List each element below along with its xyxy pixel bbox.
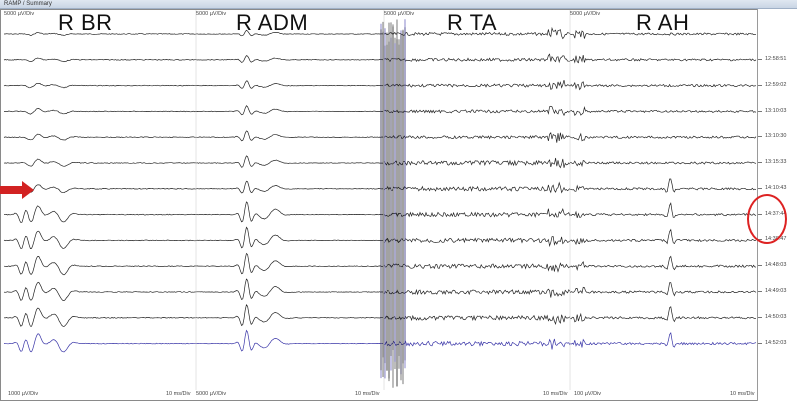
trace-line bbox=[195, 329, 384, 352]
right-arrow-icon bbox=[0, 181, 34, 199]
trace-line bbox=[195, 155, 384, 168]
trace-line bbox=[195, 29, 384, 37]
channel-label-br: R BR bbox=[58, 10, 113, 35]
timestamp: 14:48:03 bbox=[757, 262, 787, 268]
trace-line bbox=[3, 133, 197, 141]
footer-right-sweep-b: 10 ms/Div bbox=[730, 391, 755, 397]
trace-line bbox=[3, 256, 197, 276]
trace-line bbox=[383, 314, 571, 325]
trace-line bbox=[569, 132, 757, 142]
channel-label-adm: R ADM bbox=[236, 10, 309, 35]
trace-line bbox=[569, 81, 757, 91]
trace-line bbox=[569, 178, 757, 193]
footer-right-sweep-a: 10 ms/Div bbox=[543, 391, 568, 397]
timestamp: 12:59:02 bbox=[757, 82, 787, 88]
window-title: RAMP / Summary bbox=[0, 0, 797, 9]
timestamp: 13:10:30 bbox=[757, 133, 787, 139]
footer-left-sweep: 10 ms/Div bbox=[166, 391, 191, 397]
trace-line bbox=[3, 333, 197, 353]
trace-line bbox=[383, 105, 571, 117]
trace-line bbox=[195, 304, 384, 327]
trace-line bbox=[383, 53, 571, 64]
trace-line bbox=[569, 228, 757, 246]
trace-line bbox=[195, 130, 384, 142]
trace-line bbox=[383, 288, 571, 298]
trace-line bbox=[383, 181, 571, 194]
trace-line bbox=[569, 255, 757, 272]
timestamp: 12:58:51 bbox=[757, 56, 787, 62]
trace-line bbox=[569, 106, 757, 116]
trace-line bbox=[3, 158, 196, 167]
trace-line bbox=[383, 80, 571, 90]
timestamp: 13:15:33 bbox=[757, 159, 787, 165]
trace-line bbox=[383, 157, 571, 169]
trace-line bbox=[195, 180, 384, 194]
trace-line bbox=[3, 281, 197, 301]
trace-line bbox=[569, 202, 757, 218]
channel-gain-br: 5000 µV/Div bbox=[4, 11, 35, 17]
timestamp: 14:49:03 bbox=[757, 288, 787, 294]
trace-line bbox=[569, 282, 757, 297]
trace-line bbox=[383, 262, 571, 273]
trace-line bbox=[383, 132, 571, 143]
timestamp: 14:52:03 bbox=[757, 340, 787, 346]
timestamp: 13:10:03 bbox=[757, 108, 787, 114]
trace-line bbox=[570, 160, 757, 168]
trace-line bbox=[383, 236, 571, 248]
trace-area bbox=[3, 10, 757, 390]
channel-label-ta: R TA bbox=[447, 10, 498, 35]
footer-left-gain: 1000 µV/Div bbox=[8, 391, 39, 397]
trace-line bbox=[195, 252, 384, 275]
trace-line bbox=[569, 55, 757, 64]
trace-line bbox=[195, 55, 384, 63]
footer-mid-gain: 5000 µV/Div bbox=[196, 391, 227, 397]
trace-line bbox=[4, 108, 197, 115]
channel-gain-ta: 5000 µV/Div bbox=[384, 11, 415, 17]
trace-line bbox=[569, 332, 757, 348]
trace-line bbox=[3, 57, 197, 63]
trace-line bbox=[383, 207, 571, 218]
channel-gain-adm: 5000 µV/Div bbox=[196, 11, 227, 17]
timestamp: 14:10:43 bbox=[757, 185, 787, 191]
channel-gain-ah: 5000 µV/Div bbox=[570, 11, 601, 17]
trace-line bbox=[383, 26, 571, 40]
highlight-circle bbox=[747, 194, 787, 244]
trace-line bbox=[195, 226, 384, 249]
trace-line bbox=[195, 105, 384, 116]
trace-line bbox=[569, 29, 757, 39]
trace-line bbox=[195, 201, 384, 223]
trace-line bbox=[3, 184, 197, 194]
trace-line bbox=[383, 338, 571, 350]
trace-line bbox=[3, 230, 197, 249]
trace-line bbox=[569, 306, 757, 323]
channel-label-ah: R AH bbox=[636, 10, 690, 35]
trace-line bbox=[195, 80, 384, 89]
trace-line bbox=[3, 307, 196, 327]
trace-line bbox=[3, 205, 197, 223]
trace-line bbox=[4, 32, 197, 36]
timestamp: 14:50:03 bbox=[757, 314, 787, 320]
footer-mid-sweep: 10 ms/Div bbox=[355, 391, 380, 397]
trace-line bbox=[195, 278, 384, 301]
trace-line bbox=[3, 82, 197, 89]
footer-right-gain: 100 µV/Div bbox=[574, 391, 602, 397]
